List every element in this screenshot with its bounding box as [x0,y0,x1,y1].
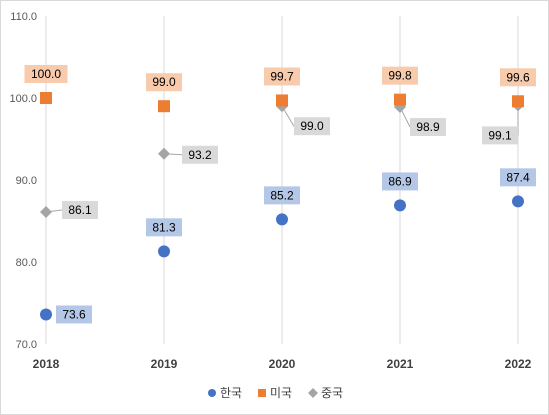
data-label-미국-2022: 99.6 [506,70,530,84]
data-label-한국-2021: 86.9 [388,174,412,188]
data-label-box [62,200,98,219]
data-point-한국-2021 [394,199,406,212]
x-tick-label-2020: 2020 [269,357,296,371]
data-point-한국-2022 [512,195,524,208]
data-label-중국-2020: 99.0 [300,119,324,133]
data-point-한국-2019 [158,245,170,258]
y-tick-label: 70.0 [16,339,37,351]
data-label-중국-2022: 99.1 [488,128,512,142]
data-label-한국-2019: 81.3 [152,220,176,234]
legend-label-중국: 중국 [321,386,343,400]
x-tick-label-2018: 2018 [33,357,60,371]
data-label-미국-2019: 99.0 [152,75,176,89]
data-label-한국-2020: 85.2 [270,188,294,202]
data-label-box [482,126,518,145]
data-label-중국-2019: 93.2 [188,148,212,162]
data-point-중국-2019 [158,147,170,160]
data-label-box [264,186,300,205]
data-point-한국-2018 [40,308,52,321]
legend-marker-중국 [308,388,318,398]
data-label-box [146,73,182,92]
data-label-box [500,168,536,187]
legend-label-미국: 미국 [270,386,292,400]
data-label-box [294,117,330,136]
data-point-미국-2020 [276,94,288,107]
data-label-미국-2018: 100.0 [31,67,61,81]
data-label-box [56,305,92,324]
data-label-미국-2020: 99.7 [270,69,294,83]
x-tick-label-2022: 2022 [505,357,532,371]
data-point-한국-2020 [276,213,288,226]
data-label-중국-2021: 98.9 [416,120,440,134]
data-point-중국-2018 [40,205,52,218]
data-label-box [24,65,68,83]
data-label-box [146,218,182,237]
data-point-미국-2022 [512,95,524,108]
data-label-미국-2021: 99.8 [388,69,412,83]
data-label-box [382,172,418,191]
legend-marker-미국 [258,389,266,397]
data-label-box [410,118,446,137]
y-tick-label: 100.0 [9,93,37,105]
data-point-미국-2019 [158,100,170,113]
data-label-중국-2018: 86.1 [68,203,92,217]
data-point-미국-2018 [40,92,52,104]
y-tick-label: 110.0 [10,11,37,23]
x-tick-label-2019: 2019 [151,357,178,371]
data-label-box [500,68,536,87]
data-label-box [182,145,218,164]
y-tick-label: 90.0 [16,175,37,187]
legend-marker-한국 [208,389,216,397]
data-label-box [382,66,418,85]
data-point-미국-2021 [394,93,406,106]
data-label-box [264,67,300,86]
x-tick-label-2021: 2021 [387,357,414,371]
data-label-한국-2022: 87.4 [506,170,530,184]
data-label-한국-2018: 73.6 [62,307,86,321]
y-tick-label: 80.0 [16,257,37,269]
legend-label-한국: 한국 [220,386,242,400]
